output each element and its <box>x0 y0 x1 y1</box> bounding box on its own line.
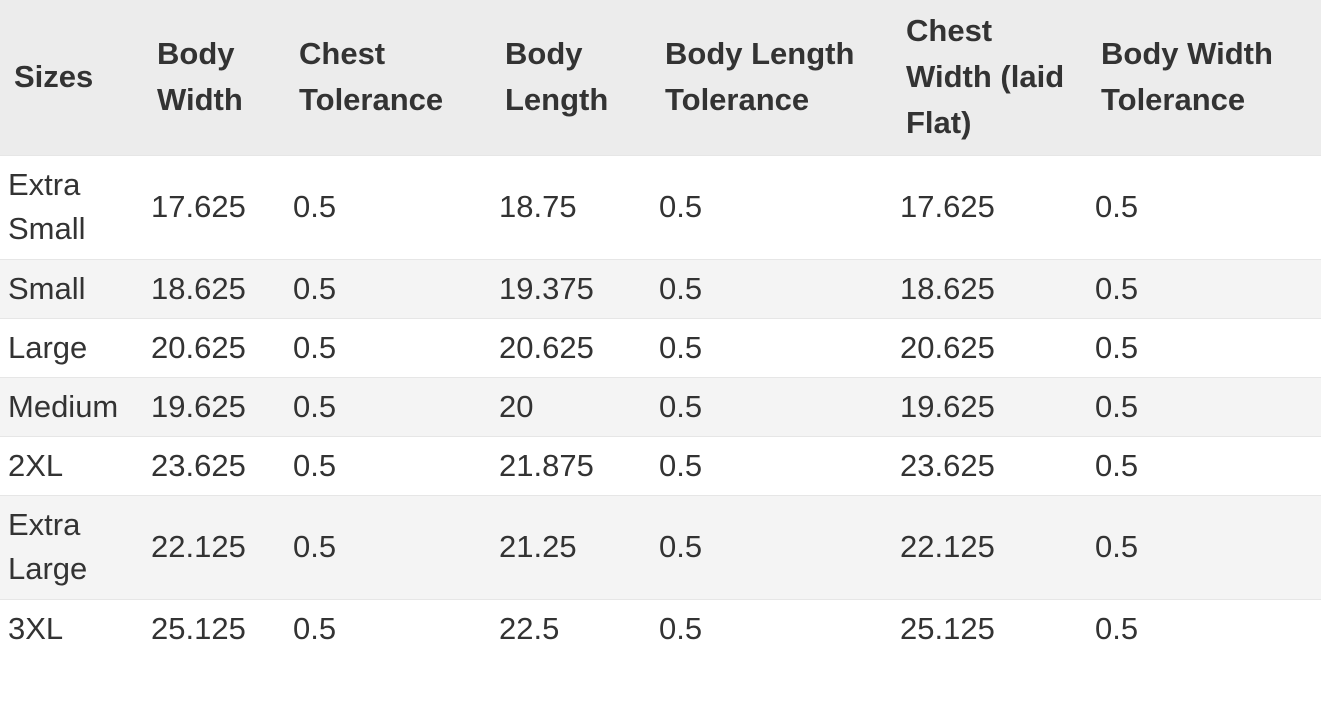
table-row: Medium 19.625 0.5 20 0.5 19.625 0.5 <box>0 377 1321 436</box>
cell-chest-width: 25.125 <box>900 610 995 646</box>
cell-chest-tolerance: 0.5 <box>293 529 337 564</box>
cell-body-width: 23.625 <box>151 447 246 483</box>
cell-body-length-tolerance: 0.5 <box>659 610 703 646</box>
cell-body-length-tolerance: 0.5 <box>659 189 703 224</box>
cell-body-length-tolerance: 0.5 <box>659 388 703 424</box>
cell-body-length: 21.25 <box>499 529 577 564</box>
cell-body-length: 18.75 <box>499 189 577 224</box>
cell-body-length: 22.5 <box>499 610 560 646</box>
cell-chest-tolerance: 0.5 <box>293 189 337 224</box>
cell-body-width: 25.125 <box>151 610 246 646</box>
cell-size: Small <box>8 270 86 306</box>
cell-chest-width: 22.125 <box>900 529 995 564</box>
cell-body-width-tolerance: 0.5 <box>1095 388 1139 424</box>
cell-chest-width: 17.625 <box>900 189 995 224</box>
cell-body-width-tolerance: 0.5 <box>1095 329 1139 365</box>
table-row: Extra Small 17.625 0.5 18.75 0.5 17.625 … <box>0 155 1321 259</box>
header-sizes: Sizes <box>14 59 94 95</box>
header-body-length: Body Length <box>505 36 609 118</box>
cell-chest-tolerance: 0.5 <box>293 270 337 306</box>
cell-body-length-tolerance: 0.5 <box>659 447 703 483</box>
header-chest-tolerance: Chest Tolerance <box>299 36 444 118</box>
table-row: Small 18.625 0.5 19.375 0.5 18.625 0.5 <box>0 259 1321 318</box>
cell-body-length: 20.625 <box>499 329 594 365</box>
cell-size: 2XL <box>8 447 64 483</box>
cell-size: Extra Small <box>8 167 86 246</box>
cell-chest-width: 20.625 <box>900 329 995 365</box>
cell-body-length: 21.875 <box>499 447 594 483</box>
cell-chest-tolerance: 0.5 <box>293 610 337 646</box>
header-body-width: Body Width <box>157 36 243 118</box>
cell-body-width-tolerance: 0.5 <box>1095 189 1139 224</box>
cell-chest-width: 19.625 <box>900 388 995 424</box>
header-body-width-tolerance: Body Width Tolerance <box>1101 36 1273 118</box>
cell-body-width-tolerance: 0.5 <box>1095 447 1139 483</box>
header-body-length-tolerance: Body Length Tolerance <box>665 36 855 118</box>
cell-body-length-tolerance: 0.5 <box>659 529 703 564</box>
table-row: Large 20.625 0.5 20.625 0.5 20.625 0.5 <box>0 318 1321 377</box>
cell-body-length-tolerance: 0.5 <box>659 329 703 365</box>
cell-body-width: 22.125 <box>151 529 246 564</box>
cell-size: Extra Large <box>8 507 88 586</box>
cell-chest-tolerance: 0.5 <box>293 388 337 424</box>
table-row: Extra Large 22.125 0.5 21.25 0.5 22.125 … <box>0 495 1321 599</box>
cell-body-width-tolerance: 0.5 <box>1095 270 1139 306</box>
table-header: Sizes Body Width Chest Tolerance Body Le… <box>0 0 1321 155</box>
cell-body-width: 17.625 <box>151 189 246 224</box>
cell-size: Medium <box>8 388 119 424</box>
cell-body-width: 19.625 <box>151 388 246 424</box>
cell-chest-width: 18.625 <box>900 270 995 306</box>
table-row: 2XL 23.625 0.5 21.875 0.5 23.625 0.5 <box>0 436 1321 495</box>
cell-size: 3XL <box>8 610 64 646</box>
cell-body-length: 20 <box>499 388 534 424</box>
table-body: Extra Small 17.625 0.5 18.75 0.5 17.625 … <box>0 155 1321 658</box>
cell-chest-tolerance: 0.5 <box>293 447 337 483</box>
cell-body-length-tolerance: 0.5 <box>659 270 703 306</box>
size-chart-table: Sizes Body Width Chest Tolerance Body Le… <box>0 0 1321 658</box>
cell-size: Large <box>8 329 88 365</box>
table-row: 3XL 25.125 0.5 22.5 0.5 25.125 0.5 <box>0 599 1321 658</box>
header-row: Sizes Body Width Chest Tolerance Body Le… <box>0 0 1321 155</box>
cell-chest-width: 23.625 <box>900 447 995 483</box>
header-chest-width-laid-flat: Chest Width (laid Flat) <box>906 13 1065 141</box>
cell-body-length: 19.375 <box>499 270 594 306</box>
cell-chest-tolerance: 0.5 <box>293 329 337 365</box>
cell-body-width-tolerance: 0.5 <box>1095 529 1139 564</box>
cell-body-width: 20.625 <box>151 329 246 365</box>
cell-body-width-tolerance: 0.5 <box>1095 610 1139 646</box>
cell-body-width: 18.625 <box>151 270 246 306</box>
